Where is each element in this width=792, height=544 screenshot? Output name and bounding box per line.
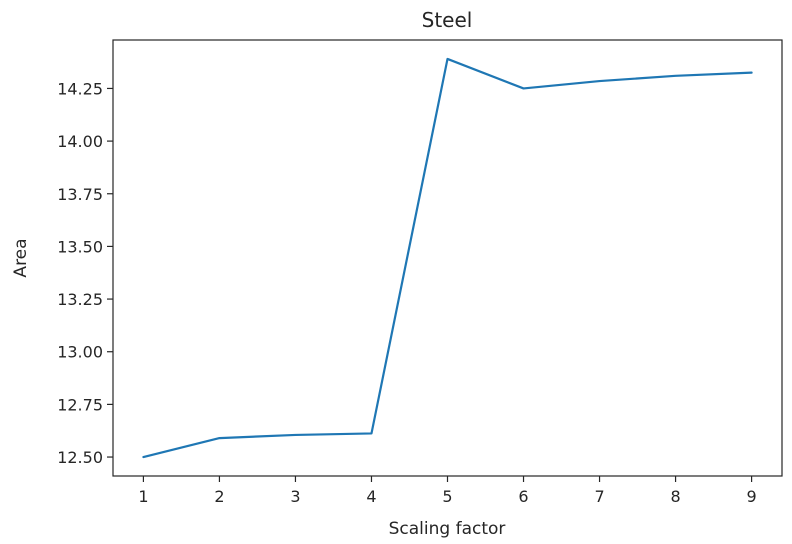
y-tick-label: 12.50 <box>57 448 103 467</box>
y-axis-label: Area <box>11 238 31 277</box>
y-tick-label: 13.50 <box>57 237 103 256</box>
y-tick-label: 14.25 <box>57 79 103 98</box>
x-tick-label: 9 <box>746 487 756 506</box>
x-axis-label: Scaling factor <box>389 519 506 539</box>
y-axis: 12.50 12.75 13.00 13.25 13.50 13.75 14.00 14.25 <box>57 79 113 467</box>
series-line <box>142 57 753 459</box>
y-tick-label: 13.00 <box>57 343 103 362</box>
x-tick-label: 2 <box>214 487 224 506</box>
y-tick-label: 12.75 <box>57 395 103 414</box>
y-tick-label: 13.25 <box>57 290 103 309</box>
chart-title: Steel <box>422 8 473 32</box>
y-tick-label: 14.00 <box>57 132 103 151</box>
y-tick-label: 13.75 <box>57 185 103 204</box>
x-tick-label: 5 <box>442 487 452 506</box>
x-tick-label: 1 <box>138 487 148 506</box>
x-tick-label: 6 <box>518 487 528 506</box>
x-tick-label: 8 <box>670 487 680 506</box>
plot-area-frame <box>112 39 783 477</box>
x-axis: 1 2 3 4 5 6 7 8 9 <box>138 476 757 506</box>
x-tick-label: 7 <box>594 487 604 506</box>
x-tick-label: 4 <box>366 487 376 506</box>
x-tick-label: 3 <box>290 487 300 506</box>
